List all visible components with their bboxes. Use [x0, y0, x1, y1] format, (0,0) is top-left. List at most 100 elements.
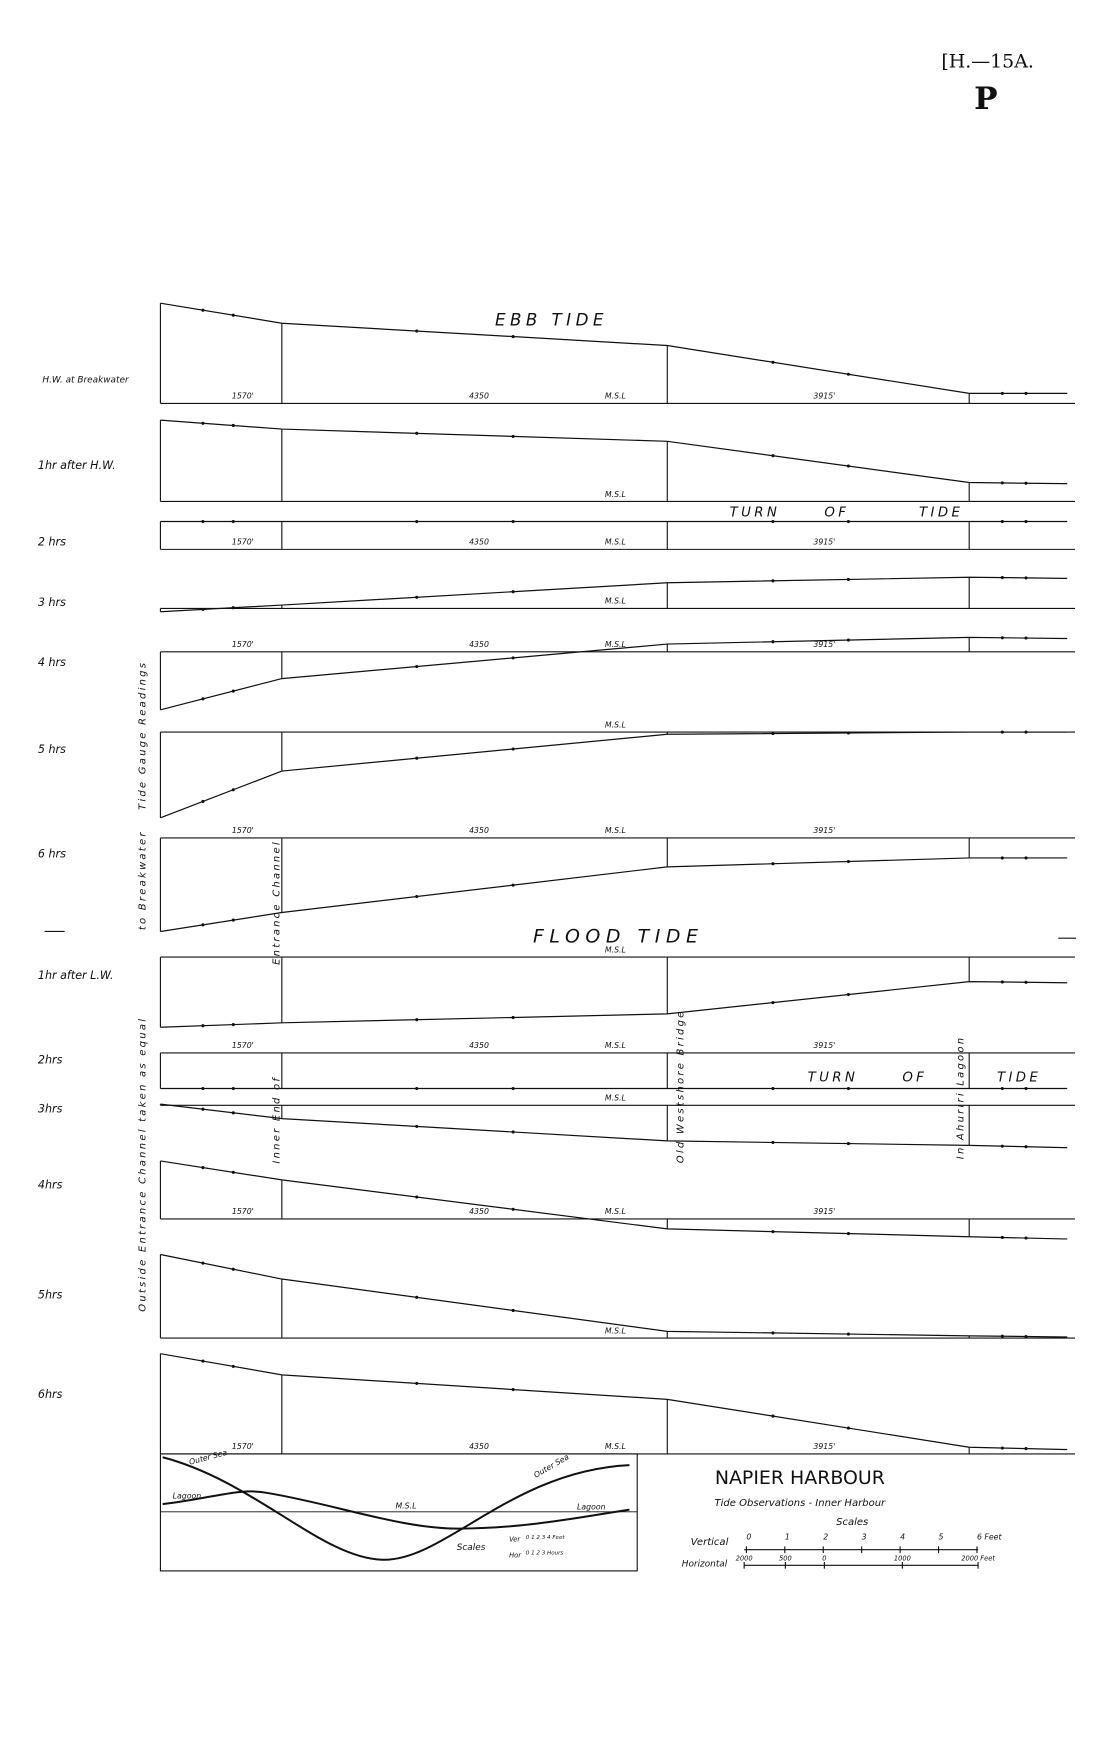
msl-label: M.S.L: [605, 1094, 626, 1103]
flow-arrow: [1000, 481, 1004, 485]
flow-arrow: [231, 606, 235, 610]
flow-arrow: [1000, 391, 1004, 395]
flow-arrow: [511, 519, 515, 524]
flow-arrow: [1024, 481, 1028, 485]
flow-arrow: [231, 689, 235, 693]
flow-arrow: [846, 859, 850, 864]
flood-title: FLOOD TIDE: [533, 926, 704, 948]
water-profile: [160, 1353, 1068, 1451]
water-profile: [160, 419, 1068, 485]
distance-label: 4350: [469, 1041, 489, 1050]
turn-label: OF: [902, 1070, 927, 1085]
flow-arrow: [771, 1086, 775, 1091]
flow-arrow: [846, 372, 850, 376]
flow-arrow: [231, 1111, 235, 1115]
row-label: 4hrs: [38, 1178, 63, 1191]
station-label: Inner End of: [271, 1076, 282, 1164]
flow-arrow: [201, 1166, 205, 1170]
flow-arrow: [415, 756, 419, 760]
flow-arrow: [846, 731, 850, 735]
flow-arrow: [1024, 730, 1028, 734]
flow-arrow: [846, 638, 850, 642]
inset-label: Lagoon: [173, 1491, 202, 1500]
inset-label: Lagoon: [577, 1502, 606, 1511]
row-label: 1hr after L.W.: [38, 969, 114, 982]
flow-arrow: [846, 464, 850, 468]
msl-label: M.S.L: [605, 945, 626, 954]
flow-arrow: [1000, 1235, 1004, 1240]
msl-label: M.S.L: [605, 392, 626, 401]
flow-arrow: [201, 607, 205, 611]
flow-arrow: [846, 1232, 850, 1236]
flow-arrow: [1024, 980, 1028, 984]
flow-arrow: [771, 519, 775, 524]
side-note: to Breakwater: [138, 830, 149, 930]
flow-arrow: [231, 788, 235, 792]
row-label: 3 hrs: [38, 596, 66, 609]
flow-arrow: [1000, 636, 1004, 640]
row-label: H.W. at Breakwater: [42, 376, 130, 386]
distance-label: 1570': [232, 1207, 254, 1216]
flow-arrow: [771, 862, 775, 866]
msl-label: M.S.L: [605, 1442, 626, 1451]
row-label: 2 hrs: [38, 536, 66, 549]
flow-arrow: [511, 1207, 515, 1211]
outer-sea-curve: [162, 1456, 630, 1561]
distance-label: 1570': [232, 640, 254, 649]
flow-arrow: [771, 1414, 775, 1418]
distance-label: 3915': [813, 538, 835, 547]
flow-arrow: [511, 1308, 515, 1313]
side-note: Tide Gauge Readings: [138, 661, 149, 810]
distance-label: 4350: [469, 538, 489, 547]
turn-label: TIDE: [919, 506, 963, 521]
flow-arrow: [846, 577, 850, 582]
flow-arrow: [415, 1124, 419, 1128]
scale-tick-label: 2000 Feet: [961, 1555, 995, 1563]
flow-arrow: [231, 1086, 235, 1091]
scale-tick-label: 500: [779, 1555, 792, 1563]
distance-label: 1570': [232, 1442, 254, 1451]
flow-arrow: [771, 1230, 775, 1234]
flow-arrow: [846, 1086, 850, 1091]
msl-label: M.S.L: [605, 720, 626, 729]
flow-arrow: [201, 697, 205, 701]
scale-tick-label: 2: [823, 1532, 828, 1541]
msl-label: M.S.L: [605, 1326, 626, 1335]
flow-arrow: [201, 799, 205, 804]
flow-arrow: [1024, 1086, 1028, 1091]
flow-arrow: [511, 1130, 515, 1134]
inset-label: Outer Sea: [532, 1452, 571, 1479]
flow-arrow: [415, 431, 419, 435]
flow-arrow: [415, 1195, 419, 1199]
flow-arrow: [201, 923, 205, 927]
lagoon-curve: [162, 1490, 630, 1530]
flow-arrow: [1024, 856, 1028, 860]
distance-label: 4350: [469, 826, 489, 835]
row-label: 2hrs: [38, 1054, 63, 1067]
water-profile: [160, 636, 1068, 711]
flow-arrow: [771, 731, 775, 736]
station-label: In Ahuriri Lagoon: [955, 1036, 966, 1160]
flow-arrow: [415, 519, 419, 524]
flow-arrow: [231, 313, 235, 317]
title: NAPIER HARBOUR: [715, 1467, 885, 1489]
flow-arrow: [1000, 980, 1004, 984]
flow-arrow: [771, 360, 775, 364]
flow-arrow: [1000, 1446, 1004, 1450]
inset-frame: [159, 1453, 638, 1572]
flow-arrow: [771, 1001, 775, 1005]
msl-label: M.S.L: [605, 640, 626, 649]
water-profile: [160, 576, 1068, 613]
flow-arrow: [511, 590, 515, 594]
flow-arrow: [415, 595, 419, 599]
inset-label: M.S.L: [395, 1501, 416, 1510]
distance-label: 3915': [813, 826, 835, 835]
distance-label: 4350: [469, 640, 489, 649]
inset-label: 0 1 2 3 Hours: [526, 1551, 564, 1557]
scales-heading: Scales: [836, 1517, 869, 1528]
sheet-ref: [H.—15A.: [941, 51, 1034, 73]
flow-arrow: [846, 1426, 850, 1430]
flow-arrow: [1024, 636, 1028, 640]
inset-label: 0 1 2 3 4 Feet: [526, 1535, 566, 1541]
